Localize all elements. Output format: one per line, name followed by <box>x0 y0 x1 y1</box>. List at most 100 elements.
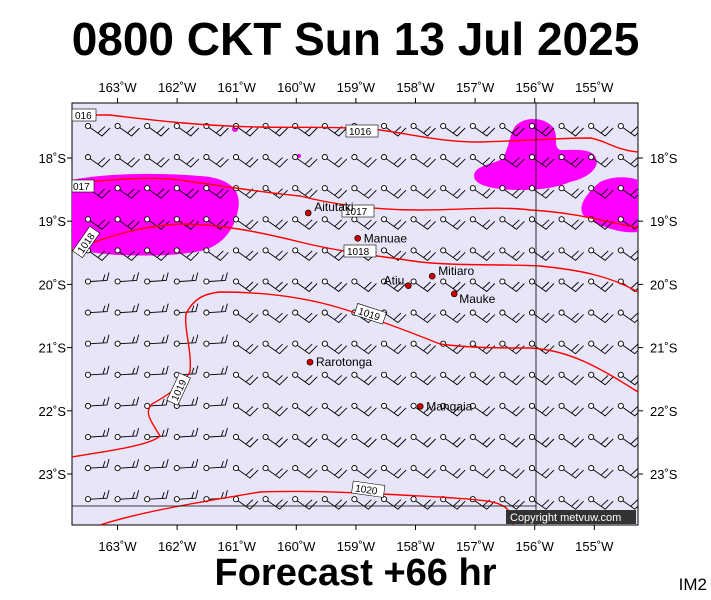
wind-barb <box>173 334 199 347</box>
wind-barb <box>321 371 348 386</box>
wind-barb <box>292 278 318 293</box>
longitude-label: 157˚W <box>456 539 495 554</box>
wind-barb <box>144 122 170 137</box>
wind-barb <box>144 303 169 316</box>
longitude-label: 156˚W <box>516 80 555 95</box>
wind-barb <box>114 122 140 137</box>
place-dot <box>304 209 312 217</box>
wind-barb <box>469 122 496 137</box>
copyright-box <box>506 510 636 524</box>
wind-barb <box>558 496 584 510</box>
wind-barb <box>114 185 140 199</box>
wind-barb <box>173 490 199 503</box>
wind-barb <box>380 216 407 230</box>
wind-barb <box>588 122 614 137</box>
wind-barb <box>232 154 259 168</box>
isobar-1019 <box>72 291 638 458</box>
wind-barb <box>499 122 525 137</box>
wind-barb <box>617 216 638 230</box>
wind-barb <box>321 216 348 230</box>
wind-barb <box>144 247 170 261</box>
wind-barb <box>262 340 288 355</box>
latitude-labels-right: 18˚S 19˚S 20˚S 21˚S 22˚S 23˚S <box>638 151 678 482</box>
wind-barb <box>262 496 288 510</box>
wind-barb <box>558 278 584 293</box>
wind-barb <box>558 247 584 261</box>
wind-barb <box>499 309 525 324</box>
wind-barb <box>262 247 288 261</box>
wind-barb <box>292 371 318 386</box>
wind-barb <box>144 490 169 503</box>
longitude-label: 160˚W <box>277 80 316 95</box>
wind-barb <box>410 154 436 168</box>
wind-barb <box>114 154 140 168</box>
wind-barb <box>262 465 288 479</box>
wind-barb <box>262 278 288 293</box>
wind-barb <box>144 334 169 347</box>
place-dot <box>405 282 412 289</box>
wind-barb <box>499 465 525 479</box>
wind-barb <box>617 371 638 386</box>
wind-barb <box>410 122 436 137</box>
wind-barb <box>114 303 140 316</box>
isobar-labels: 016 1016 017 1017 1018 1018 1019 1019 <box>72 108 387 498</box>
wind-barb <box>469 154 496 168</box>
wind-barb <box>528 340 555 355</box>
wind-barb <box>321 154 348 168</box>
longitude-label: 155˚W <box>575 539 614 554</box>
wind-barb <box>173 303 199 316</box>
isobar-label: 1016 <box>349 127 372 138</box>
wind-barb <box>262 371 288 386</box>
wind-barb <box>558 340 584 355</box>
wind-barb <box>351 496 377 510</box>
wind-barb <box>292 433 318 448</box>
wind-barb <box>262 433 288 448</box>
wind-barb <box>528 496 555 510</box>
wind-barb <box>410 465 436 479</box>
isobar-label: 1018 <box>347 247 370 258</box>
longitude-label: 163˚W <box>98 539 137 554</box>
longitude-label: 158˚W <box>396 80 435 95</box>
wind-barb <box>528 247 555 261</box>
wind-barb <box>528 402 555 417</box>
place-dot <box>450 290 458 298</box>
wind-barb <box>440 309 466 324</box>
wind-barb <box>203 458 228 472</box>
wind-barb <box>617 122 638 137</box>
wind-barb <box>469 216 496 230</box>
wind-barb <box>84 216 111 230</box>
wind-barb <box>588 154 614 168</box>
latitude-label: 18˚S <box>39 151 67 166</box>
wind-barb <box>617 247 638 261</box>
wind-barb <box>528 185 555 199</box>
wind-barb <box>232 216 259 230</box>
isobar-label: 016 <box>75 111 92 122</box>
wind-barb <box>558 154 584 168</box>
wind-barb <box>558 402 584 417</box>
wind-barb <box>440 278 466 293</box>
wind-barb <box>144 458 169 472</box>
wind-barb <box>84 303 110 316</box>
wind-barb <box>144 185 170 199</box>
wind-barb <box>84 334 110 347</box>
wind-barb <box>84 122 111 137</box>
wind-barb <box>292 402 318 417</box>
wind-barb <box>114 247 140 261</box>
wind-barb <box>114 427 140 441</box>
isobar-1016 <box>72 114 638 153</box>
wind-barb <box>469 278 496 293</box>
wind-barb <box>380 247 407 261</box>
wind-barb <box>292 247 318 261</box>
place-dot <box>354 234 361 242</box>
wind-barb <box>588 340 614 355</box>
wind-barb <box>410 278 436 293</box>
wind-barb <box>588 309 614 324</box>
wind-barb <box>588 278 614 293</box>
wind-barb <box>558 371 584 386</box>
wind-barb <box>144 154 170 168</box>
forecast-label: Forecast +66 hr <box>214 552 497 594</box>
wind-barb <box>617 496 638 510</box>
longitude-label: 163˚W <box>98 80 137 95</box>
wind-barb <box>499 496 525 510</box>
wind-barb <box>292 496 318 510</box>
